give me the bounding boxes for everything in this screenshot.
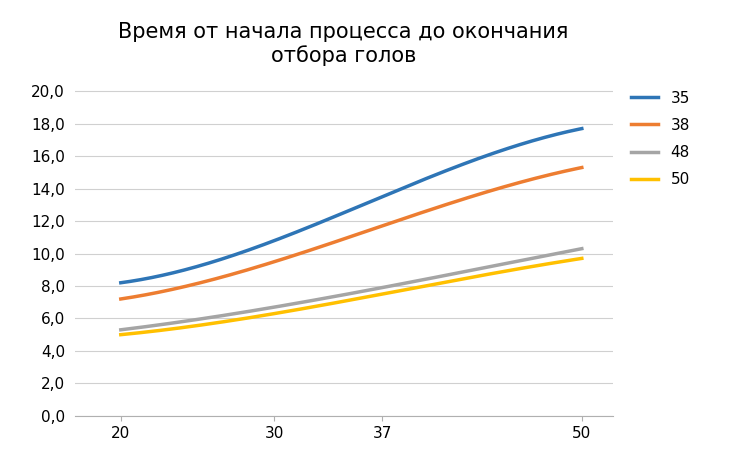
Line: 35: 35 [121,128,582,283]
38 [118,296,127,302]
Line: 50: 50 [121,258,582,334]
48 [389,283,398,288]
35 [577,126,586,131]
Line: 48: 48 [121,249,582,330]
48 [577,246,586,251]
48 [505,260,514,266]
38 [534,175,543,180]
35 [391,188,400,194]
50 [118,332,127,337]
48 [391,282,400,288]
50 [534,262,543,268]
50 [577,255,586,261]
Legend: 35, 38, 48, 50: 35, 38, 48, 50 [631,91,690,188]
35 [117,280,125,286]
38 [577,165,586,170]
48 [534,254,543,260]
35 [398,185,407,191]
35 [118,280,127,286]
48 [118,327,127,332]
38 [398,216,407,222]
38 [391,219,400,224]
50 [389,289,398,295]
50 [505,267,514,273]
Title: Время от начала процесса до окончания
отбора голов: Время от начала процесса до окончания от… [119,22,568,67]
48 [117,327,125,333]
35 [534,136,543,142]
50 [391,289,400,294]
38 [389,219,398,225]
50 [398,287,407,293]
38 [117,296,125,302]
Line: 38: 38 [121,168,582,299]
35 [389,189,398,195]
48 [398,281,407,286]
35 [505,145,514,151]
38 [505,182,514,188]
50 [117,332,125,337]
